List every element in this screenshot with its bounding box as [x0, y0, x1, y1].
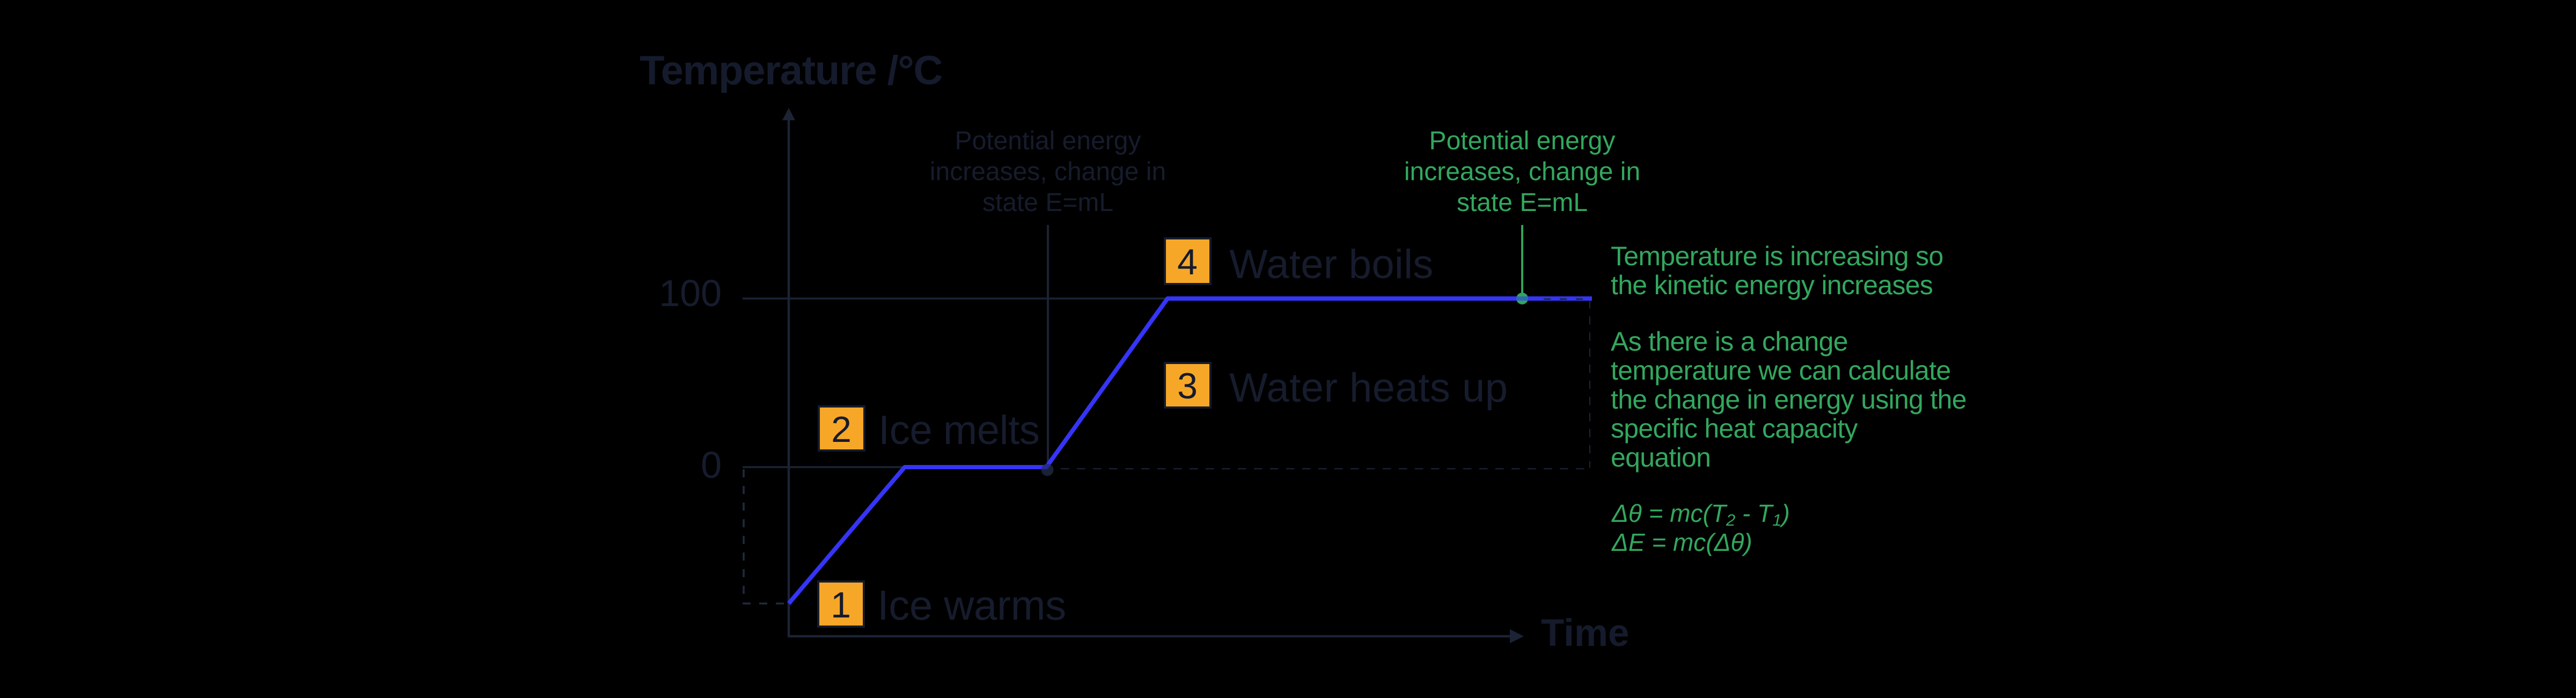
- svg-text:0: 0: [701, 444, 722, 486]
- svg-text:increases, change in: increases, change in: [1404, 158, 1640, 186]
- svg-text:state E=mL: state E=mL: [982, 188, 1113, 217]
- svg-text:equation: equation: [1611, 442, 1711, 472]
- svg-text:Temperature /°C: Temperature /°C: [640, 48, 942, 93]
- svg-text:4: 4: [1177, 242, 1198, 282]
- svg-text:100: 100: [659, 272, 722, 314]
- svg-text:Temperature is increasing so: Temperature is increasing so: [1611, 241, 1943, 271]
- svg-text:Ice melts: Ice melts: [878, 408, 1039, 453]
- svg-text:2: 2: [831, 409, 852, 450]
- svg-text:Water heats up: Water heats up: [1229, 365, 1508, 411]
- svg-text:state E=mL: state E=mL: [1457, 188, 1588, 217]
- svg-text:the change in energy using the: the change in energy using the: [1611, 384, 1966, 415]
- svg-text:the kinetic energy increases: the kinetic energy increases: [1611, 270, 1933, 300]
- svg-text:specific heat capacity: specific heat capacity: [1611, 413, 1858, 443]
- svg-text:Potential energy: Potential energy: [955, 127, 1141, 155]
- svg-text:Potential energy: Potential energy: [1429, 127, 1616, 155]
- svg-text:Water boils: Water boils: [1229, 242, 1434, 287]
- svg-text:Δθ = mc(T2 - T1): Δθ = mc(T2 - T1): [1611, 499, 1790, 529]
- svg-text:Ice warms: Ice warms: [877, 581, 1066, 629]
- svg-text:3: 3: [1177, 366, 1198, 406]
- svg-text:Time: Time: [1541, 612, 1629, 655]
- svg-text:temperature we can calculate: temperature we can calculate: [1611, 355, 1951, 386]
- svg-text:increases, change in: increases, change in: [930, 158, 1166, 186]
- svg-text:1: 1: [831, 585, 851, 626]
- svg-text:As there is a change: As there is a change: [1611, 326, 1848, 357]
- svg-text:ΔE = mc(Δθ): ΔE = mc(Δθ): [1611, 528, 1752, 556]
